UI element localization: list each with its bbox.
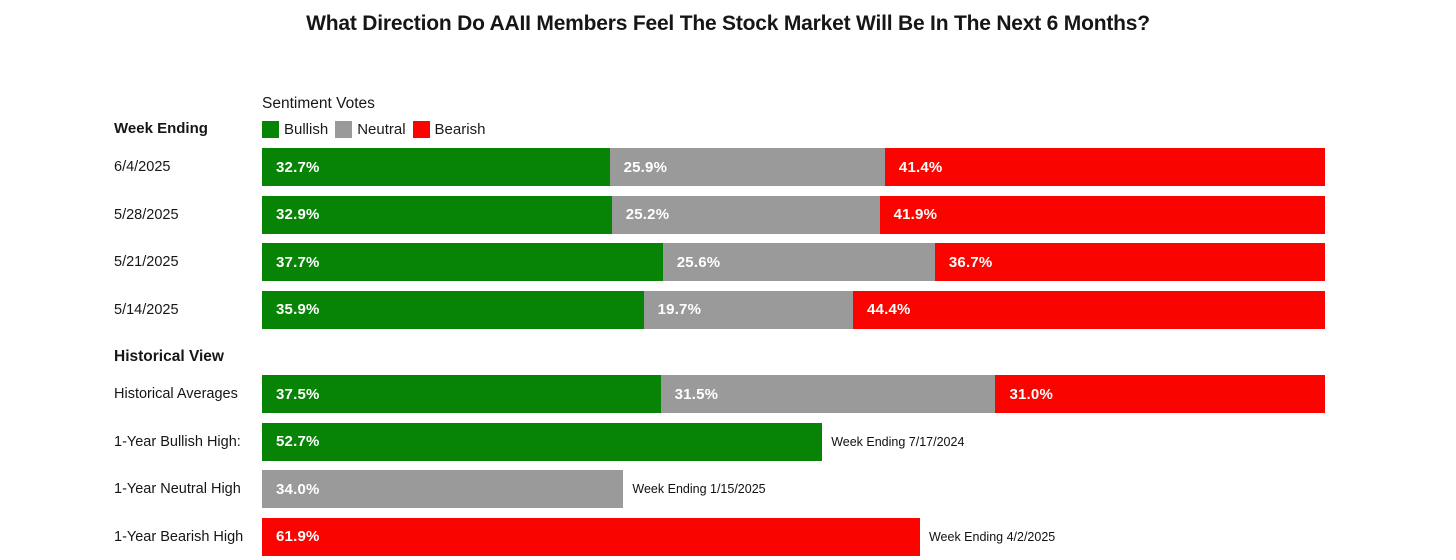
bar-track: 35.9% 19.7% 44.4%: [262, 290, 1325, 329]
chart-header-row: Week Ending Sentiment Votes Bullish Neut…: [114, 95, 1456, 138]
segment-value-label: 31.5%: [674, 385, 719, 403]
bar-segment-bearish: 31.0%: [995, 375, 1325, 413]
bar-segment-neutral: 31.5%: [660, 375, 996, 413]
row-label: 1-Year Bullish High:: [114, 433, 241, 450]
bar-track: 34.0% Week Ending 1/15/2025: [262, 470, 1325, 508]
bar-track: 32.9% 25.2% 41.9%: [262, 195, 1325, 234]
bar-segment-bearish: 41.4%: [884, 148, 1325, 186]
segment-value-label: 34.0%: [276, 480, 320, 498]
segment-value-label: 37.5%: [276, 385, 320, 403]
segment-value-label: 31.0%: [1009, 385, 1054, 403]
bar-track: 32.7% 25.9% 41.4%: [262, 148, 1325, 186]
segment-value-label: 61.9%: [276, 528, 320, 545]
bar-segment-bullish: 32.7%: [262, 148, 610, 186]
bar-row-5-28-2025: 5/28/2025 32.9% 25.2% 41.9%: [114, 195, 1456, 234]
bar-segment-neutral: 19.7%: [643, 290, 854, 329]
bar-track: 37.7% 25.6% 36.7%: [262, 243, 1325, 281]
bar-row-6-4-2025: 6/4/2025 32.7% 25.9% 41.4%: [114, 148, 1456, 186]
legend-item-bullish: Bullish: [262, 121, 328, 138]
row-label: 5/14/2025: [114, 301, 179, 318]
chart-title: What Direction Do AAII Members Feel The …: [306, 12, 1150, 35]
bar-segment-bullish: 37.7%: [262, 243, 663, 281]
bearish-swatch-icon: [412, 121, 430, 138]
bar-segment-bearish: 61.9%: [262, 517, 920, 556]
bar-annotation: Week Ending 1/15/2025: [632, 482, 766, 496]
segment-value-label: 35.9%: [276, 301, 320, 318]
row-label: Historical Averages: [114, 386, 238, 402]
legend-title: Sentiment Votes: [262, 95, 375, 112]
segment-value-label: 25.2%: [625, 206, 670, 223]
row-label: 1-Year Bearish High: [114, 528, 244, 545]
bar-row-1-year-bullish-high: 1-Year Bullish High: 52.7% Week Ending 7…: [114, 422, 1456, 461]
bar-segment-bullish: 37.5%: [262, 375, 661, 413]
segment-value-label: 19.7%: [657, 301, 702, 318]
section-header-historical-view: Historical View: [114, 347, 224, 365]
legend-item-bearish: Bearish: [412, 121, 486, 138]
legend-label-bearish: Bearish: [434, 121, 486, 138]
legend: Bullish Neutral Bearish: [262, 121, 1325, 138]
segment-value-label: 44.4%: [867, 301, 911, 318]
row-label: 5/21/2025: [114, 254, 179, 270]
bar-annotation: Week Ending 4/2/2025: [928, 529, 1056, 544]
segment-value-label: 25.9%: [623, 158, 668, 176]
bar-segment-bearish: 44.4%: [853, 290, 1325, 329]
bar-segment-bearish: 41.9%: [879, 195, 1325, 234]
segment-value-label: 25.6%: [676, 253, 721, 271]
row-label: 5/28/2025: [114, 206, 179, 223]
bar-segment-bullish: 52.7%: [262, 422, 823, 461]
segment-value-label: 32.7%: [276, 158, 320, 176]
bar-segment-bullish: 32.9%: [262, 195, 612, 234]
row-label: 1-Year Neutral High: [114, 481, 241, 497]
segment-value-label: 41.9%: [893, 206, 938, 223]
bar-segment-bullish: 35.9%: [262, 290, 644, 329]
bar-track: 52.7% Week Ending 7/17/2024: [262, 422, 1325, 461]
segment-value-label: 52.7%: [276, 433, 320, 450]
legend-block: Sentiment Votes Bullish Neutral Bearish: [262, 95, 1325, 138]
bullish-swatch-icon: [262, 121, 279, 138]
bar-segment-bearish: 36.7%: [934, 243, 1325, 281]
bar-annotation: Week Ending 7/17/2024: [831, 434, 965, 449]
bar-segment-neutral: 25.6%: [662, 243, 935, 281]
legend-label-neutral: Neutral: [357, 121, 406, 138]
column-header-week-ending: Week Ending: [114, 120, 208, 137]
bar-row-1-year-bearish-high: 1-Year Bearish High 61.9% Week Ending 4/…: [114, 517, 1456, 556]
bar-segment-neutral: 25.9%: [609, 148, 885, 186]
neutral-swatch-icon: [335, 121, 353, 138]
bar-row-1-year-neutral-high: 1-Year Neutral High 34.0% Week Ending 1/…: [114, 470, 1456, 508]
bar-row-5-21-2025: 5/21/2025 37.7% 25.6% 36.7%: [114, 243, 1456, 281]
bar-track: 61.9% Week Ending 4/2/2025: [262, 517, 1325, 556]
legend-item-neutral: Neutral: [335, 121, 406, 138]
row-label: 6/4/2025: [114, 159, 171, 175]
segment-value-label: 36.7%: [948, 253, 993, 271]
sentiment-chart: Week Ending Sentiment Votes Bullish Neut…: [114, 95, 1456, 556]
bar-row-historical-averages: Historical Averages 37.5% 31.5% 31.0%: [114, 375, 1456, 413]
segment-value-label: 32.9%: [276, 206, 320, 223]
bar-segment-neutral: 34.0%: [262, 470, 624, 508]
segment-value-label: 41.4%: [898, 158, 943, 176]
bar-segment-neutral: 25.2%: [611, 195, 880, 234]
legend-label-bullish: Bullish: [284, 121, 329, 138]
bar-row-5-14-2025: 5/14/2025 35.9% 19.7% 44.4%: [114, 290, 1456, 329]
segment-value-label: 37.7%: [276, 253, 320, 271]
bar-track: 37.5% 31.5% 31.0%: [262, 375, 1325, 413]
